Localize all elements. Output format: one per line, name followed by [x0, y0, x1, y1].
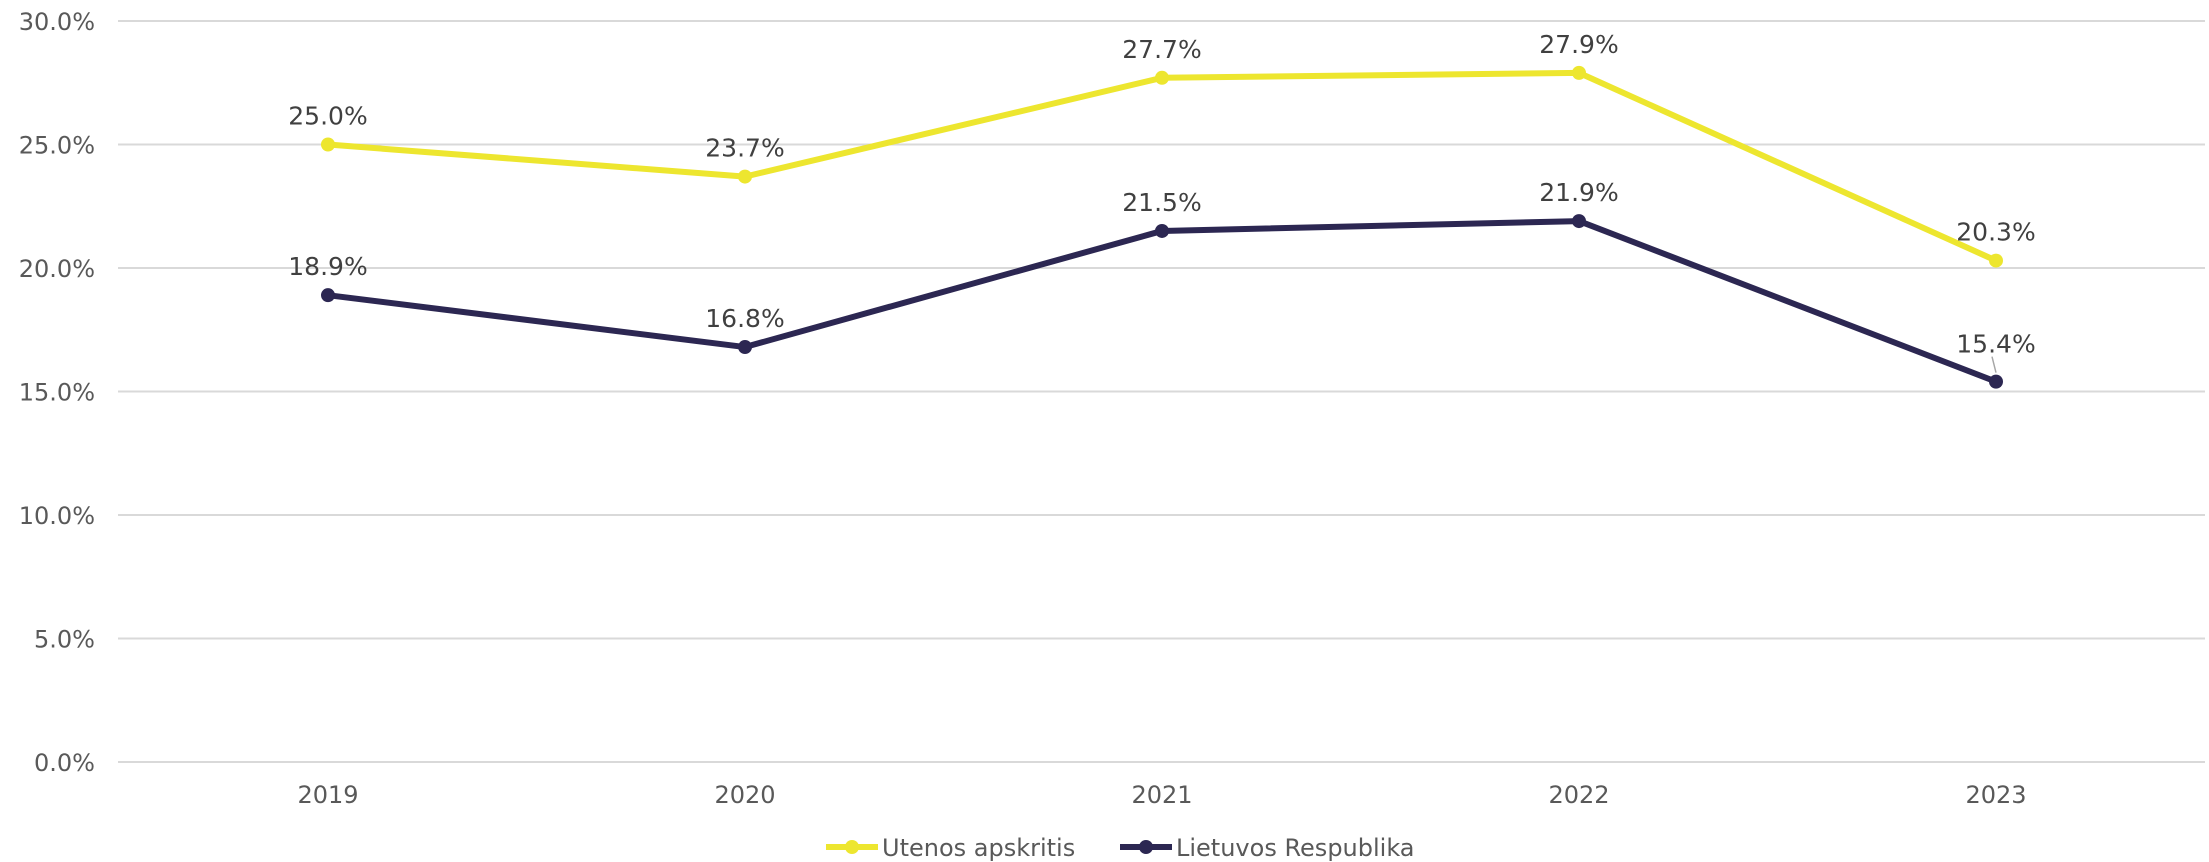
data-point-0-2 — [1155, 70, 1169, 85]
data-label-0-2: 27.7% — [1122, 35, 1201, 64]
data-label-1-1: 16.8% — [705, 304, 784, 333]
data-point-0-0 — [321, 137, 335, 152]
data-label-1-2: 21.5% — [1122, 188, 1201, 217]
data-label-1-4: 15.4% — [1956, 330, 2035, 359]
x-tick-label-2020: 2020 — [714, 781, 775, 809]
y-tick-label-3: 15.0% — [19, 379, 95, 407]
y-tick-label-0: 0.0% — [34, 749, 95, 777]
data-label-1-0: 18.9% — [288, 252, 367, 281]
data-point-0-4 — [1989, 253, 2003, 268]
data-label-1-3: 21.9% — [1539, 178, 1618, 207]
x-tick-label-2019: 2019 — [297, 781, 358, 809]
legend: Utenos apskritis Lietuvos Respublika — [826, 834, 1415, 862]
data-label-0-3: 27.9% — [1539, 30, 1618, 59]
data-point-1-4 — [1989, 374, 2003, 389]
series-line-1 — [325, 218, 1999, 385]
y-tick-label-6: 30.0% — [19, 8, 95, 36]
data-point-1-0 — [321, 288, 335, 303]
data-label-0-1: 23.7% — [705, 134, 784, 163]
gridlines — [118, 20, 2205, 763]
x-axis-tick-labels: 2019 2020 2021 2022 2023 — [297, 781, 2026, 809]
y-tick-label-5: 25.0% — [19, 132, 95, 160]
y-axis-tick-labels: 0.0% 5.0% 10.0% 15.0% 20.0% 25.0% 30.0% — [19, 8, 95, 777]
data-point-1-2 — [1155, 223, 1169, 238]
y-tick-label-1: 5.0% — [34, 626, 95, 654]
data-labels: 25.0% 23.7% 27.7% 27.9% 20.3% 18.9% 16.8% 21.5%… — [288, 30, 2036, 373]
y-tick-label-2: 10.0% — [19, 502, 95, 530]
x-tick-label-2021: 2021 — [1131, 781, 1192, 809]
data-label-leader-1-4 — [1991, 356, 1997, 373]
data-label-0-0: 25.0% — [288, 102, 367, 131]
legend-swatch-marker-1 — [1139, 840, 1153, 854]
data-point-1-3 — [1572, 214, 1586, 229]
data-point-0-1 — [738, 169, 752, 184]
y-tick-label-4: 20.0% — [19, 255, 95, 283]
x-tick-label-2022: 2022 — [1548, 781, 1609, 809]
data-point-1-1 — [738, 340, 752, 355]
data-point-0-3 — [1572, 65, 1586, 80]
legend-label-1: Lietuvos Respublika — [1176, 834, 1415, 862]
x-tick-label-2023: 2023 — [1965, 781, 2026, 809]
legend-label-0: Utenos apskritis — [882, 834, 1075, 862]
data-label-0-4: 20.3% — [1956, 218, 2035, 247]
series-lines — [321, 65, 2003, 389]
legend-swatch-marker-0 — [845, 840, 859, 854]
